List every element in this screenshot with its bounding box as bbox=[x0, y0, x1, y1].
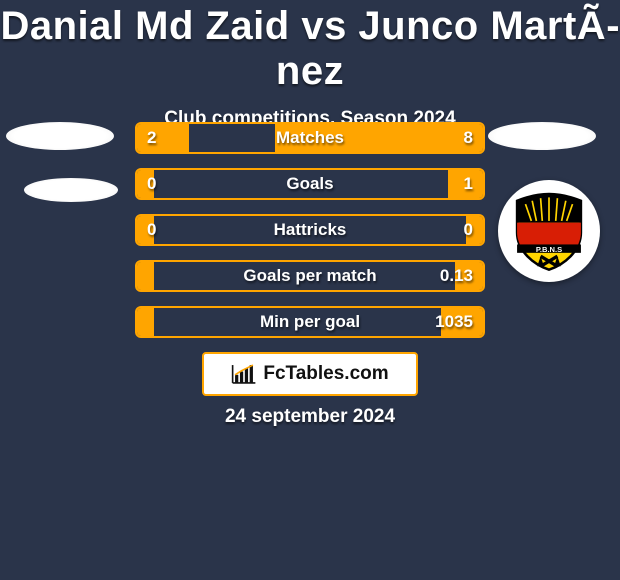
stat-row: 1035Min per goal bbox=[135, 306, 485, 338]
comparison-card: Danial Md Zaid vs Junco MartÃ­nez Club c… bbox=[0, 0, 620, 580]
page-title: Danial Md Zaid vs Junco MartÃ­nez bbox=[0, 0, 620, 94]
stat-row: 0.13Goals per match bbox=[135, 260, 485, 292]
player-right-avatar bbox=[488, 122, 596, 150]
stat-label: Matches bbox=[137, 128, 483, 148]
date-label: 24 september 2024 bbox=[0, 406, 620, 428]
stat-label: Goals per match bbox=[137, 266, 483, 286]
stat-label: Min per goal bbox=[137, 312, 483, 332]
site-badge[interactable]: FcTables.com bbox=[202, 352, 418, 396]
club-left-avatar bbox=[24, 178, 118, 202]
chart-icon bbox=[231, 363, 257, 385]
crest-icon: P.B.N.S bbox=[507, 189, 591, 273]
stat-label: Goals bbox=[137, 174, 483, 194]
comparison-stats: 28Matches 01Goals 00Hattricks 0.13Goals per… bbox=[135, 122, 485, 352]
player-left-avatar bbox=[6, 122, 114, 150]
stat-row: 01Goals bbox=[135, 168, 485, 200]
stat-row: 00Hattricks bbox=[135, 214, 485, 246]
club-right-crest: P.B.N.S bbox=[498, 180, 600, 282]
crest-text: P.B.N.S bbox=[536, 245, 562, 254]
site-badge-label: FcTables.com bbox=[263, 363, 388, 385]
stat-label: Hattricks bbox=[137, 220, 483, 240]
stat-row: 28Matches bbox=[135, 122, 485, 154]
